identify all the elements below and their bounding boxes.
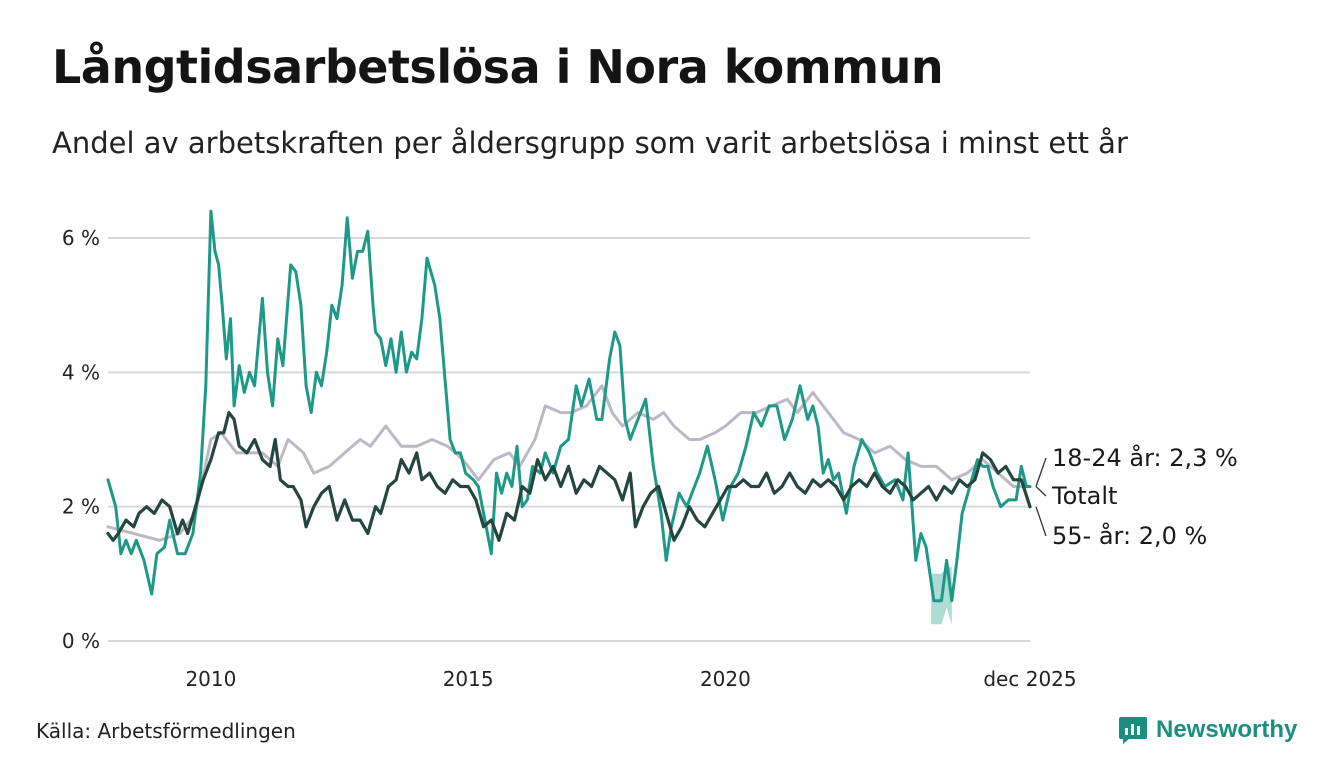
end-label-total: Totalt: [1051, 482, 1117, 510]
leader-line-youth: [1035, 457, 1047, 487]
brand-name: Newsworthy: [1156, 716, 1298, 743]
series-lines: [106, 209, 1032, 603]
brand-logo: Newsworthy: [1118, 714, 1297, 746]
x-tick-label: 2020: [700, 667, 751, 691]
end-label-youth: 18-24 år: 2,3 %: [1052, 443, 1238, 472]
y-tick-label: 4 %: [62, 360, 100, 384]
series-line-youth: [106, 209, 1032, 603]
source-note: Källa: Arbetsförmedlingen: [36, 719, 296, 743]
x-tick-label: dec 2025: [983, 667, 1076, 691]
y-tick-label: 0 %: [62, 629, 100, 653]
y-tick-label: 2 %: [62, 495, 100, 519]
y-axis-ticks: 0 % 2 % 4 % 6 %: [62, 226, 100, 653]
leader-line-senior: [1035, 506, 1047, 537]
chart-subtitle: Andel av arbetskraften per åldersgrupp s…: [52, 126, 1128, 160]
series-line-senior: [106, 411, 1032, 542]
x-tick-label: 2010: [185, 667, 236, 691]
x-tick-label: 2015: [443, 667, 494, 691]
end-label-senior: 55- år: 2,0 %: [1052, 521, 1207, 550]
leader-line-total: [1035, 486, 1047, 497]
series-line-total: [106, 384, 1032, 542]
y-tick-label: 6 %: [62, 226, 100, 250]
chart-title: Långtidsarbetslösa i Nora kommun: [52, 40, 944, 94]
gridlines: [108, 237, 1030, 642]
x-axis-ticks: 2010 2015 2020 dec 2025: [185, 667, 1076, 691]
series-end-labels: 18-24 år: 2,3 % Totalt 55- år: 2,0 %: [1035, 443, 1238, 550]
newsworthy-icon: [1119, 717, 1147, 744]
